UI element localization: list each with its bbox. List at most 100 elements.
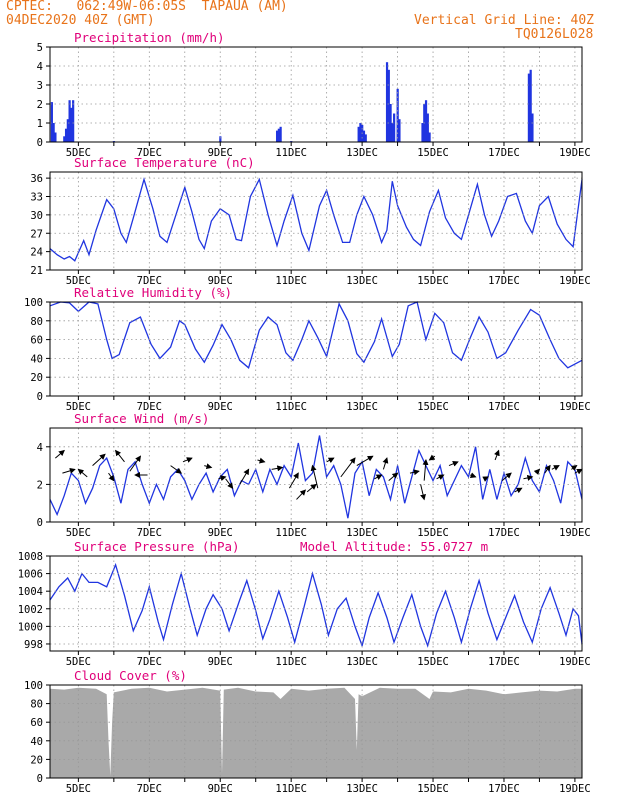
x-tick-label: 7DEC: [137, 401, 162, 413]
wind-arrow: [523, 474, 534, 481]
precip-bar: [393, 113, 396, 142]
y-tick-label: 24: [30, 247, 43, 259]
x-tick-label: 5DEC: [66, 656, 91, 668]
precip-bar: [391, 123, 394, 142]
wind-arrow: [218, 475, 227, 482]
wind-arrow: [422, 458, 429, 481]
y-tick-label: 5: [37, 42, 43, 54]
wind-arrow: [257, 457, 266, 464]
wind-arrow: [340, 457, 356, 478]
y-tick-label: 80: [30, 699, 43, 711]
y-tick-label: 1008: [18, 551, 43, 563]
y-tick-label: 27: [30, 228, 43, 240]
plot-frame: [49, 427, 583, 523]
wind-arrow: [428, 454, 436, 461]
panel-title: Precipitation (mm/h): [74, 30, 225, 45]
panel-rh: 0 20 40 60 80 100 5DEC 7DEC 9DEC 11DEC 13DEC 15DEC 1…: [24, 285, 591, 413]
plot-frame: [49, 684, 583, 779]
wind-arrow: [129, 455, 142, 472]
precip-bar: [364, 134, 367, 142]
x-tick-label: 5DEC: [66, 401, 91, 413]
y-tick-label: 40: [30, 353, 43, 365]
wind-arrow: [469, 472, 477, 479]
y-tick-label: 0: [37, 773, 43, 785]
panel-title: Cloud Cover (%): [74, 668, 187, 683]
wind-arrow: [448, 461, 459, 467]
x-tick-label: 15DEC: [417, 275, 449, 287]
wind-arrow: [356, 455, 374, 467]
x-tick-label: 19DEC: [559, 527, 591, 539]
wind-arrow: [54, 449, 65, 459]
wind-arrow: [92, 453, 106, 466]
panel-temp: 21 24 27 30 33 36 5DEC 7DEC 9DEC 11DEC 13DEC 15DEC 1…: [30, 155, 590, 287]
precip-bar: [64, 128, 68, 142]
y-tick-label: 0: [37, 391, 43, 403]
y-tick-label: 2: [37, 479, 43, 491]
x-tick-label: 11DEC: [275, 147, 307, 159]
precip-bar: [385, 62, 389, 143]
y-tick-label: 20: [30, 754, 43, 766]
x-tick-label: 13DEC: [346, 147, 378, 159]
wind-arrow: [388, 472, 399, 482]
x-tick-label: 15DEC: [417, 783, 449, 795]
wind-arrow: [326, 457, 335, 464]
wind-arrow: [420, 484, 426, 501]
precip-bar: [357, 126, 360, 142]
x-tick-label: 15DEC: [417, 656, 449, 668]
precip-bar: [426, 113, 429, 142]
x-tick-label: 15DEC: [417, 147, 449, 159]
x-tick-label: 9DEC: [208, 401, 233, 413]
panel-wind: 0 2 4 5DEC 7DEC 9DEC 11DEC 13DEC 15DEC 17DEC 19DEC…: [37, 411, 591, 539]
precip-bar: [70, 107, 73, 142]
y-tick-label: 60: [30, 717, 43, 729]
precip-bar: [277, 128, 280, 142]
y-tick-label: 3: [37, 80, 43, 92]
x-tick-label: 13DEC: [346, 656, 378, 668]
precip-bar: [52, 123, 55, 142]
y-tick-label: 21: [30, 265, 43, 277]
header-run-id: TQ0126L028: [515, 27, 594, 42]
panel-title: Surface Temperature (nC): [74, 155, 255, 170]
wind-arrow: [310, 464, 319, 489]
plot-frame: [49, 301, 583, 397]
y-tick-label: 4: [37, 442, 43, 454]
x-tick-label: 9DEC: [208, 783, 233, 795]
x-tick-label: 13DEC: [346, 275, 378, 287]
precip-bar: [531, 113, 534, 142]
x-tick-label: 19DEC: [559, 656, 591, 668]
precip-bar: [279, 126, 282, 142]
header-date: 04DEC2020 40Z (GMT): [6, 13, 155, 28]
wind-arrow: [574, 468, 583, 475]
precip-bar: [362, 130, 366, 142]
x-tick-label: 5DEC: [66, 147, 91, 159]
x-tick-label: 17DEC: [488, 401, 520, 413]
wind-arrow: [544, 464, 551, 474]
wind-arrow: [551, 465, 560, 471]
x-tick-label: 7DEC: [137, 147, 162, 159]
wind-arrow: [494, 449, 500, 461]
panel-cloud: 0 20 40 60 80 100 5DEC 7DEC 9DEC 11DEC 13DEC 15DEC 1…: [24, 668, 591, 795]
x-tick-label: 19DEC: [559, 783, 591, 795]
wind-arrow: [77, 468, 88, 478]
x-tick-label: 17DEC: [488, 783, 520, 795]
plot-frame: [49, 555, 583, 652]
x-tick-label: 19DEC: [559, 401, 591, 413]
y-tick-label: 100: [24, 680, 43, 692]
wind-arrow: [306, 483, 317, 493]
x-tick-label: 17DEC: [488, 656, 520, 668]
precip-bar: [359, 123, 362, 142]
model-altitude: Model Altitude: 55.0727 m: [300, 539, 488, 554]
wind-arrow: [170, 465, 183, 474]
wind-arrow: [225, 478, 234, 489]
y-tick-label: 998: [24, 639, 43, 651]
panel-title: Surface Pressure (hPa): [74, 539, 240, 554]
precip-bar: [66, 119, 69, 142]
x-tick-label: 17DEC: [488, 275, 520, 287]
y-tick-label: 33: [30, 192, 43, 204]
x-tick-label: 11DEC: [275, 656, 307, 668]
rh-line: [49, 301, 583, 369]
panel-title: Relative Humidity (%): [74, 285, 232, 300]
wind-arrow: [204, 463, 213, 470]
wind-arrow: [182, 457, 193, 463]
